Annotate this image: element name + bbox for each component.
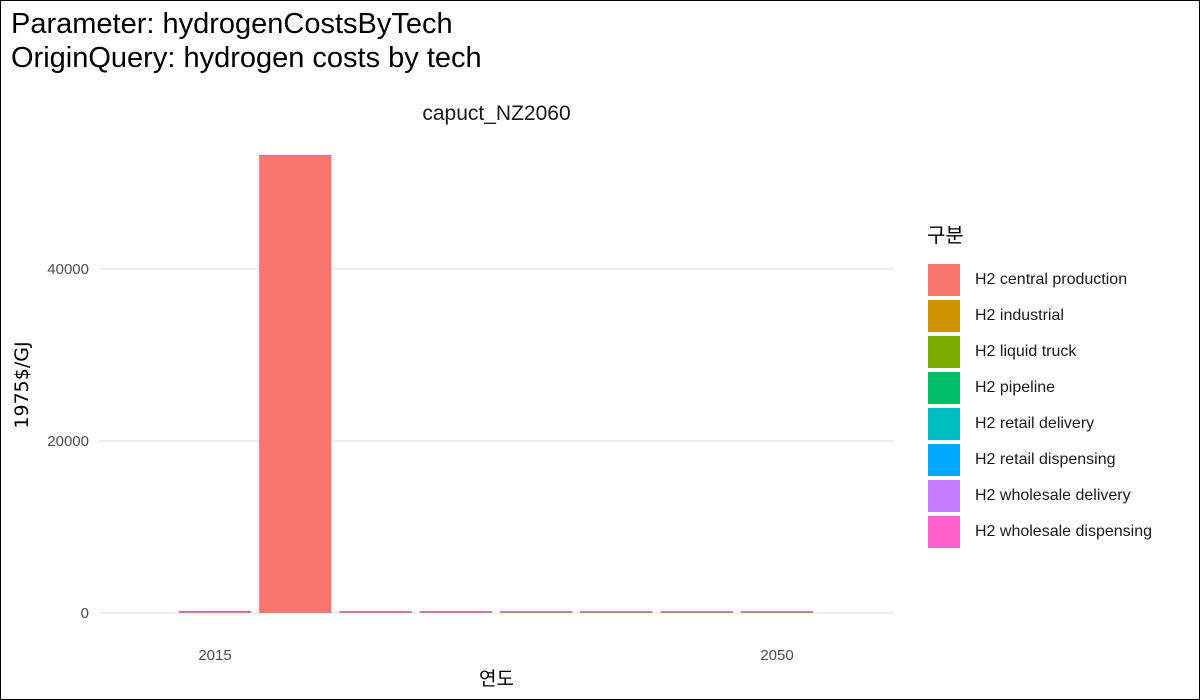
facet-title: capuct_NZ2060 — [422, 102, 570, 125]
x-tick-label-1: 2050 — [760, 647, 793, 664]
legend-label-5: H2 retail dispensing — [975, 451, 1116, 468]
bar-2035-series-7 — [500, 611, 573, 612]
y-axis-title: 1975$/GJ — [11, 341, 33, 428]
legend-item-4: H2 retail delivery — [927, 406, 1152, 442]
bar-2040-series-7 — [580, 611, 653, 612]
legend-label-2: H2 liquid truck — [975, 343, 1077, 360]
legend-key-5 — [927, 443, 961, 477]
legend-item-2: H2 liquid truck — [927, 334, 1152, 370]
bar-2030-series-7 — [419, 611, 492, 612]
legend-key-0 — [927, 263, 961, 297]
legend-label-7: H2 wholesale dispensing — [975, 523, 1152, 540]
legend-label-6: H2 wholesale delivery — [975, 487, 1131, 504]
gridlines — [99, 268, 894, 614]
bar-2015-series-7 — [178, 610, 252, 612]
title-line-1: Parameter: hydrogenCostsByTech — [11, 8, 453, 40]
legend-item-0: H2 central production — [927, 262, 1152, 298]
bars — [178, 154, 814, 614]
bar-2050-series-7 — [740, 611, 814, 612]
legend-key-2 — [927, 335, 961, 369]
legend-item-5: H2 retail dispensing — [927, 442, 1152, 478]
bar-2015-series-0 — [178, 611, 252, 613]
legend-title: 구분 — [927, 223, 964, 247]
x-tick-label-0: 2015 — [198, 647, 231, 664]
y-tick-label-1: 20000 — [47, 433, 89, 450]
legend-label-1: H2 industrial — [975, 307, 1064, 324]
bar-2045-series-7 — [660, 611, 733, 612]
bar-2050-series-0 — [740, 611, 814, 613]
legend-label-3: H2 pipeline — [975, 379, 1056, 396]
bar-2025-series-7 — [339, 610, 412, 612]
legend-item-1: H2 industrial — [927, 298, 1152, 334]
bar-2045-series-0 — [660, 611, 733, 613]
legend-item-7: H2 wholesale dispensing — [927, 514, 1152, 550]
legend: 구분 H2 central production H2 industrial H2 … — [927, 219, 1152, 550]
bar-2020-series-7 — [259, 154, 332, 156]
legend-item-3: H2 pipeline — [927, 370, 1152, 406]
legend-key-1 — [927, 299, 961, 333]
legend-items: H2 central production H2 industrial H2 liq… — [927, 262, 1152, 550]
legend-key-7 — [927, 515, 961, 549]
y-tick-label-0: 0 — [81, 605, 89, 622]
bar-2035-series-0 — [500, 611, 573, 613]
title-line-2: OriginQuery: hydrogen costs by tech — [11, 42, 482, 74]
y-tick-label-2: 40000 — [47, 261, 89, 278]
x-axis-title: 연도 — [479, 668, 514, 690]
bar-2030-series-0 — [419, 611, 492, 613]
plot-title: Parameter: hydrogenCostsByTech OriginQue… — [11, 7, 482, 75]
legend-label-4: H2 retail delivery — [975, 415, 1095, 432]
y-tick-labels: 0 20000 40000 — [47, 261, 89, 622]
bar-2040-series-0 — [580, 611, 653, 613]
x-tick-labels: 2015 2050 — [198, 647, 793, 664]
legend-key-3 — [927, 371, 961, 405]
bar-2025-series-0 — [339, 611, 412, 613]
legend-item-6: H2 wholesale delivery — [927, 478, 1152, 514]
legend-key-4 — [927, 407, 961, 441]
legend-label-0: H2 central production — [975, 271, 1128, 288]
legend-key-6 — [927, 479, 961, 513]
bar-2020-series-0 — [259, 155, 332, 614]
